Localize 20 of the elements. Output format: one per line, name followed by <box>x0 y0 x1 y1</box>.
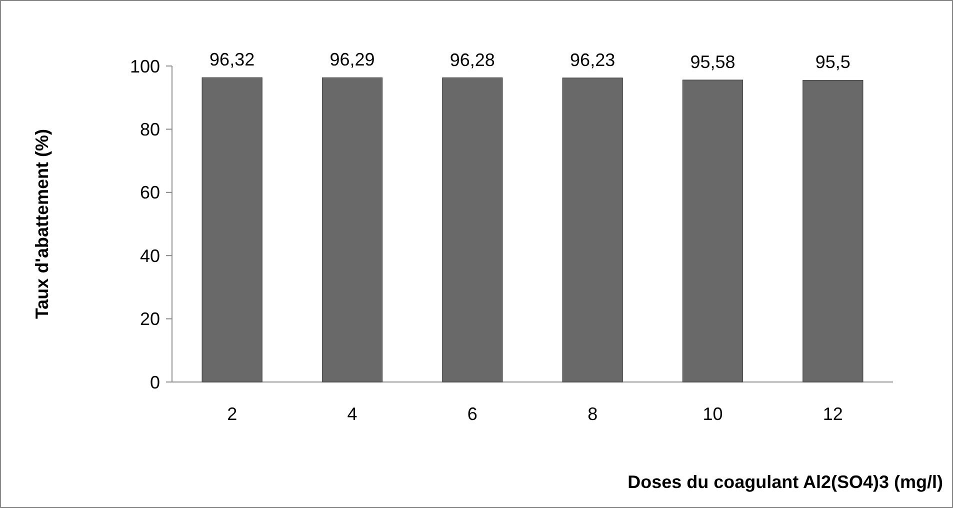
y-tick-label: 40 <box>140 246 160 266</box>
x-tick-label: 10 <box>702 404 723 424</box>
x-axis-title: Doses du coagulant Al2(SO4)3 (mg/l) <box>628 472 943 492</box>
data-label: 96,28 <box>450 50 495 70</box>
data-label: 96,29 <box>330 50 375 70</box>
y-tick-label: 0 <box>150 372 160 392</box>
y-tick-label: 80 <box>140 120 160 140</box>
data-label: 95,58 <box>690 52 736 72</box>
x-tick-label: 12 <box>822 404 843 424</box>
x-tick-label: 2 <box>227 404 238 424</box>
data-label: 96,32 <box>210 50 255 70</box>
x-tick-label: 6 <box>467 404 478 424</box>
data-label: 95,5 <box>815 52 850 72</box>
x-tick-label: 4 <box>347 404 358 424</box>
x-tick-label: 8 <box>588 404 598 424</box>
y-tick-label: 60 <box>140 182 160 203</box>
y-axis-title: Taux d'abattement (%) <box>32 129 52 319</box>
y-tick-label: 20 <box>140 309 160 330</box>
data-label: 96,23 <box>570 50 616 70</box>
y-tick-label: 100 <box>130 56 160 76</box>
